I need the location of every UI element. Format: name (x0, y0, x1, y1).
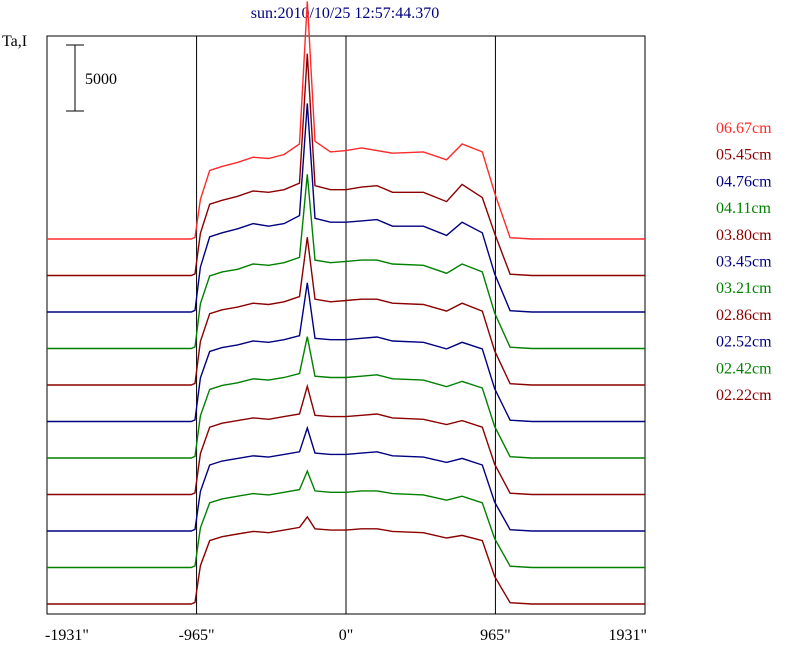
series-line-03.80cm (47, 237, 645, 386)
scale-bar-label: 5000 (85, 71, 117, 88)
series-line-04.76cm (47, 103, 645, 313)
legend-item-02.22cm: 02.22cm (716, 387, 772, 404)
x-tick-label: 1931" (608, 627, 647, 644)
series-line-03.21cm (47, 336, 645, 459)
series-line-02.52cm (47, 425, 645, 532)
series-line-03.45cm (47, 282, 645, 423)
legend-item-03.21cm: 03.21cm (716, 280, 772, 297)
chart-title: sun:2010/10/25 12:57:44.370 (251, 5, 439, 22)
x-tick-label: 0" (339, 627, 354, 644)
x-tick-label: -1931" (45, 627, 89, 644)
x-tick-label: -965" (179, 627, 215, 644)
legend-item-04.76cm: 04.76cm (716, 173, 772, 190)
series-line-02.86cm (47, 383, 645, 496)
reference-lines (196, 36, 496, 614)
x-axis-ticks: -1931" -965" 0" 965" 1931" (45, 627, 647, 644)
series-line-02.22cm (47, 515, 645, 605)
legend-item-04.11cm: 04.11cm (716, 200, 772, 217)
series-line-06.67cm (47, 1, 645, 240)
legend-item-03.80cm: 03.80cm (716, 227, 772, 244)
y-axis-label: Ta,I (2, 33, 27, 50)
series-line-05.45cm (47, 53, 645, 277)
legend-item-03.45cm: 03.45cm (716, 254, 772, 271)
legend-item-02.86cm: 02.86cm (716, 307, 772, 324)
series-lines (47, 1, 645, 605)
x-tick-label: 965" (480, 627, 511, 644)
legend-item-02.42cm: 02.42cm (716, 360, 772, 377)
scale-bar: 5000 (66, 44, 117, 112)
series-line-02.42cm (47, 469, 645, 569)
legend-item-05.45cm: 05.45cm (716, 147, 772, 164)
series-line-04.11cm (47, 174, 645, 350)
legend: 06.67cm 05.45cm 04.76cm 04.11cm 03.80cm 03.45… (716, 120, 772, 404)
legend-item-06.67cm: 06.67cm (716, 120, 772, 137)
legend-item-02.52cm: 02.52cm (716, 334, 772, 351)
